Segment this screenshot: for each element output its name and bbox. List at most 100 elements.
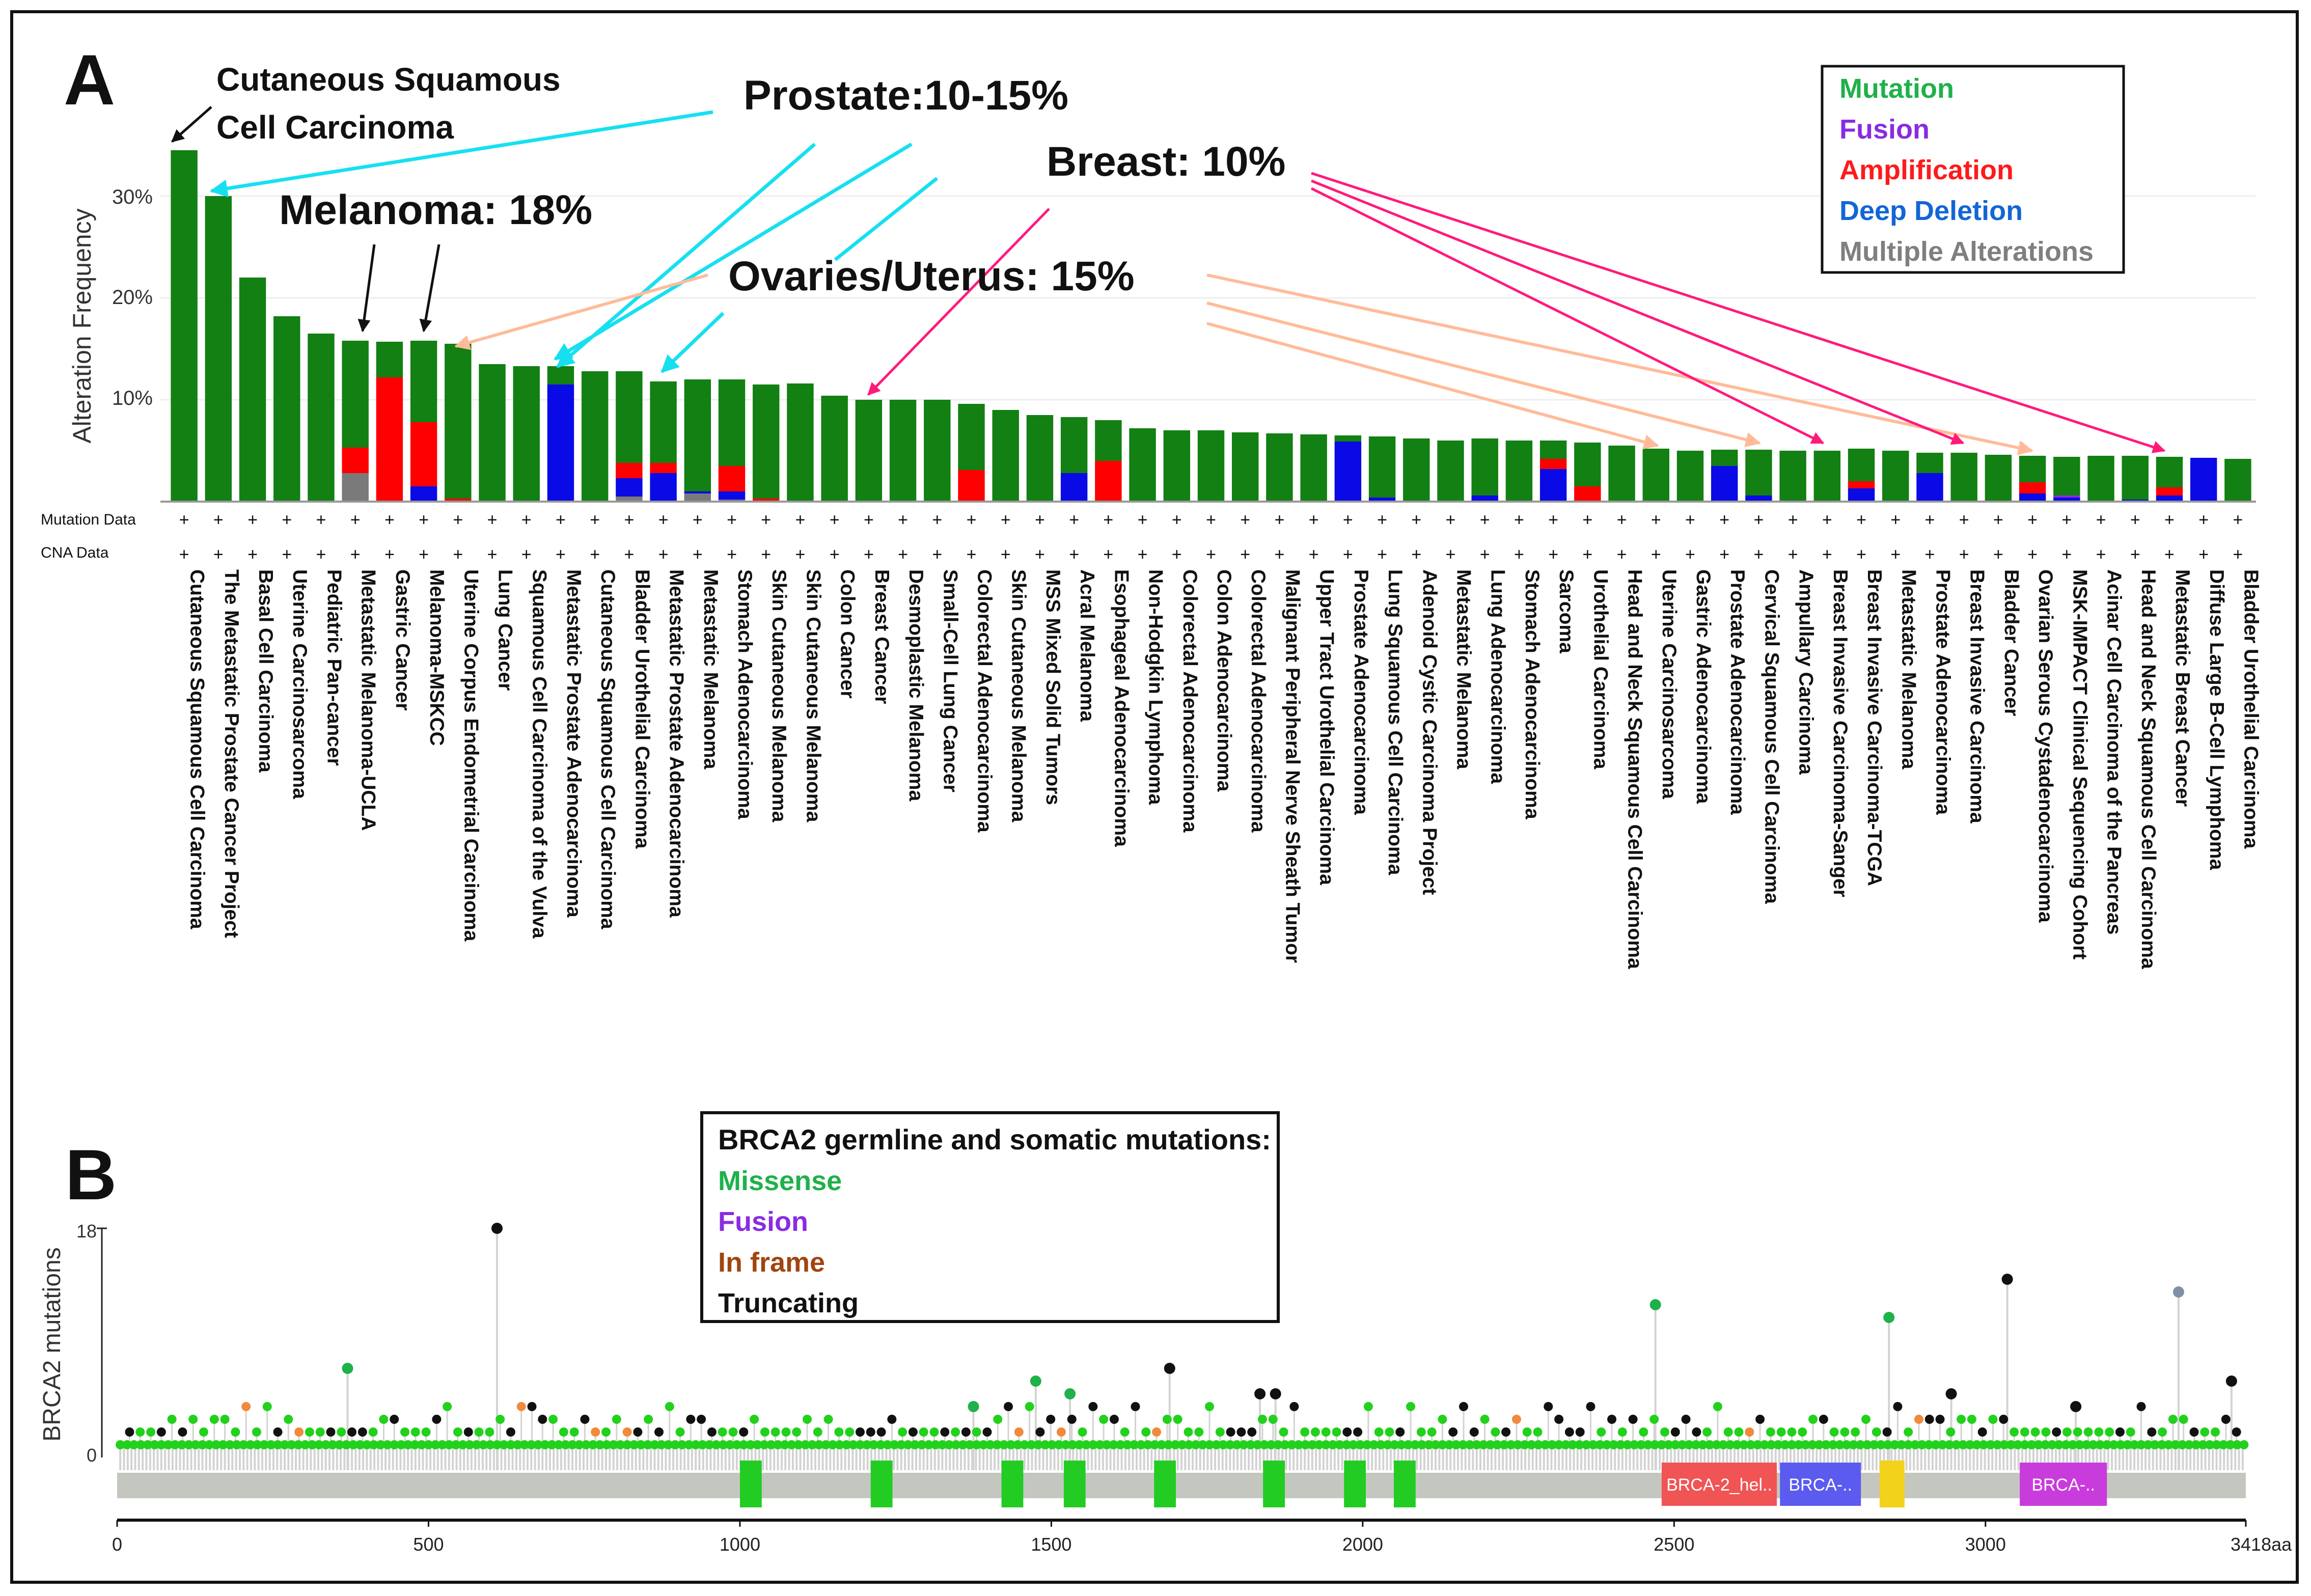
dot-mid-615 xyxy=(496,1415,505,1424)
category-label-9: Lung Cancer xyxy=(494,569,516,691)
bar-49-deep_deletion xyxy=(1848,488,1875,502)
bar-13-multiple xyxy=(616,497,643,502)
bar-55-fusion xyxy=(2053,496,2080,498)
dot-base-951 xyxy=(705,1440,714,1449)
bar-19 xyxy=(821,396,848,502)
lollipop-dots xyxy=(116,1223,2249,1449)
dot-base-1380 xyxy=(972,1440,981,1449)
dot-base-159 xyxy=(211,1440,221,1449)
category-label-26: Acral Melanoma xyxy=(1076,569,1098,722)
dot-mid-1363 xyxy=(961,1427,971,1437)
dot-mid-2247 xyxy=(1511,1415,1521,1424)
dot-base-2997 xyxy=(1979,1440,1989,1449)
dot-base-2722 xyxy=(1807,1440,1817,1449)
dot-base-962 xyxy=(711,1440,721,1449)
category-label-36: Adenoid Cystic Carcinoma Project xyxy=(1418,569,1440,895)
dot-base-2238 xyxy=(1506,1440,1516,1449)
cna-marker-57: + xyxy=(2130,545,2140,564)
mutation-marker-21: + xyxy=(898,510,908,530)
bar-54-amplification xyxy=(2019,482,2046,493)
category-label-34: Prostate Adenocarcinoma xyxy=(1350,569,1372,815)
annotation-breast: Breast: 10% xyxy=(1047,139,1285,185)
dot-base-1006 xyxy=(739,1440,749,1449)
dot-base-1589 xyxy=(1102,1440,1112,1449)
dot-mid-802 xyxy=(612,1415,621,1424)
dot-mid-1771 xyxy=(1215,1427,1225,1437)
bar-49 xyxy=(1848,449,1875,502)
dot-base-104 xyxy=(177,1440,187,1449)
dot-mid-2927 xyxy=(1935,1415,1945,1424)
dot-base-2425 xyxy=(1622,1440,1632,1449)
dot-mid-1227 xyxy=(876,1427,886,1437)
dot-base-1116 xyxy=(807,1440,817,1449)
dot-mid-683 xyxy=(538,1415,547,1424)
bar-22-mutation xyxy=(924,400,951,502)
dot-base-2733 xyxy=(1814,1440,1824,1449)
dot-mid-2094 xyxy=(1416,1427,1426,1437)
bar-17-amplification xyxy=(753,499,780,502)
cna-marker-9: + xyxy=(487,545,498,564)
dot-mid-1975 xyxy=(1342,1427,1352,1437)
dot-mid-2179 xyxy=(1469,1427,1479,1437)
mutation-marker-29: + xyxy=(1172,510,1182,530)
dot-mid-3029 xyxy=(1999,1415,2009,1424)
dot-mid-190 xyxy=(231,1427,240,1437)
dot-base-533 xyxy=(444,1440,454,1449)
mutation-marker-5: + xyxy=(350,510,361,530)
panel-b-y-tick-18: 18 xyxy=(76,1221,97,1242)
category-label-19: Colon Cancer xyxy=(837,569,859,699)
bar-3-mutation xyxy=(273,316,300,502)
x-tick-label-0: 0 xyxy=(112,1534,122,1555)
dot-mid-3199 xyxy=(2105,1427,2114,1437)
bar-51-deep_deletion xyxy=(1916,473,1943,502)
legend-truncating: Truncating xyxy=(718,1288,859,1318)
cna-marker-41: + xyxy=(1582,545,1592,564)
dot-mid-870 xyxy=(654,1427,664,1437)
category-label-11: Metastatic Prostate Adenocarcinoma xyxy=(563,569,585,918)
cna-marker-12: + xyxy=(590,545,600,564)
dot-base-2623 xyxy=(1746,1440,1755,1449)
dot-base-1248 xyxy=(890,1440,899,1449)
x-tick-label-5: 2500 xyxy=(1654,1534,1694,1555)
dot-base-1545 xyxy=(1075,1440,1084,1449)
dot-mid-3233 xyxy=(2126,1427,2135,1437)
dot-base-2843 xyxy=(1883,1440,1892,1449)
bar-14 xyxy=(650,381,677,502)
category-label-49: Breast Invasive Carcinoma-TCGA xyxy=(1863,569,1885,886)
dot-base-1061 xyxy=(773,1440,783,1449)
dot-mid-2009 xyxy=(1363,1402,1373,1411)
dot-mid-1380 xyxy=(972,1427,981,1437)
domain-4 xyxy=(1154,1461,1176,1507)
dot-mid-1193 xyxy=(855,1427,865,1437)
dot-mid-105 xyxy=(178,1427,187,1437)
bar-35-deep_deletion xyxy=(1368,498,1396,502)
dot-base-1391 xyxy=(979,1440,988,1449)
domain-9 xyxy=(1780,1463,1861,1506)
dot-mid-1414 xyxy=(993,1415,1003,1424)
mutation-marker-60: + xyxy=(2233,510,2243,530)
dot-base-2392 xyxy=(1602,1440,1612,1449)
category-label-57: Head and Neck Squamous Cell Carcinoma xyxy=(2137,569,2159,969)
dot-mid-3267 xyxy=(2147,1427,2157,1437)
dot-base-247 xyxy=(266,1440,276,1449)
dot-base-3085 xyxy=(2033,1440,2043,1449)
dot-mid-3386 xyxy=(2221,1415,2231,1424)
dot-mid-632 xyxy=(506,1427,515,1437)
dot-base-313 xyxy=(307,1440,317,1449)
dot-base-2524 xyxy=(1684,1440,1694,1449)
mutation-marker-59: + xyxy=(2198,510,2209,530)
dot-base-126 xyxy=(191,1440,201,1449)
legend-mutation: Mutation xyxy=(1839,73,1954,104)
bar-58-deep_deletion xyxy=(2156,496,2183,502)
dot-base-654 xyxy=(519,1440,529,1449)
bar-42 xyxy=(1608,446,1635,502)
dot-mid-1737 xyxy=(1194,1427,1204,1437)
dot-mid-2570 xyxy=(1713,1402,1722,1411)
dot-mid-921 xyxy=(686,1415,696,1424)
legend-b-fusion: Fusion xyxy=(718,1206,808,1237)
dot-mid-258 xyxy=(273,1427,283,1437)
dot-base-1325 xyxy=(938,1440,947,1449)
bar-11 xyxy=(547,366,574,502)
dot-base-852 xyxy=(643,1440,652,1449)
bar-6-amplification xyxy=(376,377,403,502)
